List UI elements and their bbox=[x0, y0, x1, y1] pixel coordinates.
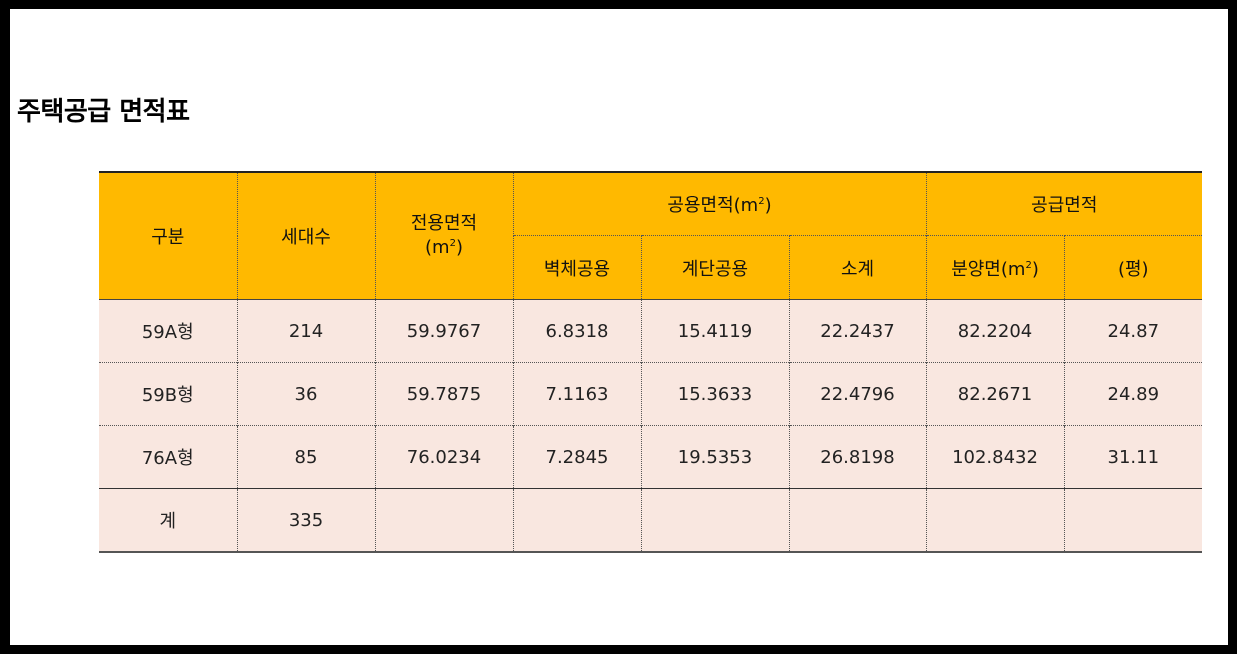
col-header-exclusive-area: 전용면적 (m2) bbox=[374, 171, 514, 300]
cell-type: 59A형 bbox=[99, 299, 238, 363]
cell-exclusive: 59.9767 bbox=[374, 299, 514, 363]
cell-stair: 15.3633 bbox=[640, 362, 790, 426]
cell-stair: 15.4119 bbox=[640, 299, 790, 363]
cell-sale: 82.2204 bbox=[925, 299, 1065, 363]
cell-exclusive: 59.7875 bbox=[374, 362, 514, 426]
col-header-households: 세대수 bbox=[236, 171, 376, 300]
col-header-stair-common: 계단공용 bbox=[640, 235, 790, 300]
col-header-common-area: 공용면적(m2) bbox=[512, 171, 927, 236]
cell-pyeong: 31.11 bbox=[1063, 425, 1203, 489]
cell-exclusive: 76.0234 bbox=[374, 425, 514, 489]
cell-empty bbox=[788, 488, 927, 553]
document-page: 주택공급 면적표 구분 세대수 전용면적 (m2) 공용면적(m2) 공급면적 … bbox=[10, 9, 1228, 645]
cell-empty bbox=[640, 488, 790, 553]
col-header-subtotal: 소계 bbox=[788, 235, 927, 300]
cell-wall: 7.2845 bbox=[512, 425, 642, 489]
cell-sale: 82.2671 bbox=[925, 362, 1065, 426]
cell-empty bbox=[512, 488, 642, 553]
cell-households: 36 bbox=[236, 362, 376, 426]
cell-pyeong: 24.89 bbox=[1063, 362, 1203, 426]
cell-type: 59B형 bbox=[99, 362, 238, 426]
cell-total-label: 계 bbox=[99, 488, 238, 553]
cell-empty bbox=[374, 488, 514, 553]
cell-stair: 19.5353 bbox=[640, 425, 790, 489]
col-header-type: 구분 bbox=[99, 171, 238, 300]
col-header-sale-area: 분양면(m2) bbox=[925, 235, 1065, 300]
cell-wall: 7.1163 bbox=[512, 362, 642, 426]
cell-sale: 102.8432 bbox=[925, 425, 1065, 489]
cell-subtotal: 26.8198 bbox=[788, 425, 927, 489]
col-header-supply-area: 공급면적 bbox=[925, 171, 1203, 236]
cell-subtotal: 22.4796 bbox=[788, 362, 927, 426]
cell-households: 214 bbox=[236, 299, 376, 363]
total-row: 계 335 bbox=[99, 488, 1203, 553]
header-row-1: 구분 세대수 전용면적 (m2) 공용면적(m2) 공급면적 bbox=[99, 171, 1203, 300]
table-row: 59B형 36 59.7875 7.1163 15.3633 22.4796 8… bbox=[99, 362, 1203, 426]
cell-total-households: 335 bbox=[236, 488, 376, 553]
area-table: 구분 세대수 전용면적 (m2) 공용면적(m2) 공급면적 벽체공용 계단공용… bbox=[99, 171, 1203, 553]
cell-pyeong: 24.87 bbox=[1063, 299, 1203, 363]
cell-subtotal: 22.2437 bbox=[788, 299, 927, 363]
table-row: 76A형 85 76.0234 7.2845 19.5353 26.8198 1… bbox=[99, 425, 1203, 489]
col-header-pyeong: (평) bbox=[1063, 235, 1203, 300]
table-row: 59A형 214 59.9767 6.8318 15.4119 22.2437 … bbox=[99, 299, 1203, 363]
cell-wall: 6.8318 bbox=[512, 299, 642, 363]
col-header-wall-common: 벽체공용 bbox=[513, 235, 642, 300]
cell-empty bbox=[925, 488, 1065, 553]
cell-type: 76A형 bbox=[99, 425, 238, 489]
cell-households: 85 bbox=[236, 425, 376, 489]
page-title: 주택공급 면적표 bbox=[17, 97, 190, 127]
cell-empty bbox=[1063, 488, 1203, 553]
